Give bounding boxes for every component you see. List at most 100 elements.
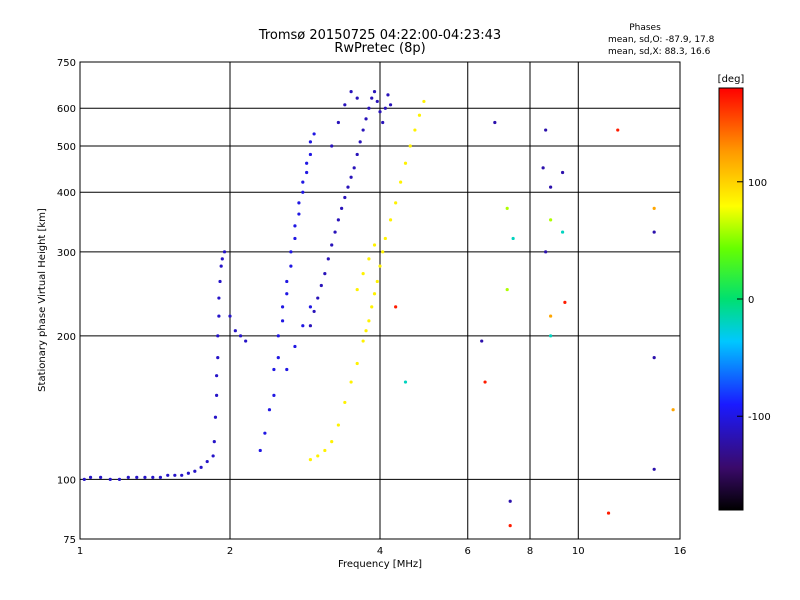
data-point <box>228 314 232 318</box>
x-tick-label: 2 <box>227 546 233 557</box>
data-point <box>361 339 365 343</box>
data-point <box>544 250 548 254</box>
data-point <box>383 106 387 110</box>
data-point <box>394 305 398 309</box>
data-point <box>216 356 220 360</box>
phases-mean-o: mean, sd,O: -87.9, 17.8 <box>608 35 715 45</box>
data-point <box>205 459 209 464</box>
data-point <box>355 287 359 292</box>
data-point <box>158 475 163 479</box>
y-tick-label: 750 <box>57 58 76 69</box>
data-point <box>336 218 340 222</box>
data-point <box>544 128 548 132</box>
data-point <box>355 361 359 366</box>
data-point <box>312 132 316 136</box>
data-point <box>652 356 656 360</box>
data-point <box>505 206 509 210</box>
colorbar-tick-label: -100 <box>748 412 771 423</box>
data-point <box>216 334 220 338</box>
data-point <box>280 319 285 323</box>
x-axis-label: Frequency [MHz] <box>338 559 422 570</box>
grid-lines <box>80 62 680 539</box>
data-point <box>285 279 289 284</box>
data-point <box>652 467 656 471</box>
y-tick-label: 100 <box>57 475 76 486</box>
scatter-points <box>82 90 675 528</box>
data-point <box>413 128 417 132</box>
data-point <box>549 218 553 222</box>
data-point <box>222 250 227 254</box>
data-point <box>217 314 221 318</box>
y-tick-label: 500 <box>57 142 76 153</box>
data-point <box>88 475 93 479</box>
data-point <box>280 305 285 309</box>
data-point <box>276 356 280 360</box>
y-axis-ticks: 75 100 200 300 400 500 600 750 <box>57 58 76 546</box>
data-point <box>386 93 390 97</box>
data-point <box>361 272 365 276</box>
data-point <box>343 400 347 405</box>
x-tick-label: 10 <box>572 546 585 557</box>
chart-subtitle: RwPretec (8p) <box>334 41 425 56</box>
data-point <box>151 475 155 479</box>
x-tick-label: 1 <box>77 546 83 557</box>
data-point <box>364 329 368 333</box>
data-point <box>308 305 313 309</box>
data-point <box>263 431 267 435</box>
phases-heading: Phases <box>629 23 661 33</box>
data-point <box>220 257 224 261</box>
data-point <box>508 524 512 528</box>
data-point <box>616 128 620 132</box>
data-point <box>316 296 320 300</box>
data-point <box>367 257 371 261</box>
data-point <box>143 475 147 479</box>
data-point <box>370 96 374 100</box>
data-point <box>272 393 276 398</box>
data-point <box>323 448 327 453</box>
y-tick-label: 400 <box>57 188 76 199</box>
data-point <box>563 300 567 305</box>
data-point <box>211 454 215 458</box>
data-point <box>293 344 297 349</box>
colorbar-unit-label: [deg] <box>718 74 745 85</box>
data-point <box>394 201 398 205</box>
colorbar-ticks: 100 0 -100 <box>737 178 771 423</box>
data-point <box>508 499 512 503</box>
data-point <box>343 103 347 107</box>
data-point <box>399 180 403 184</box>
chart-title: Tromsø 20150725 04:22:00-04:23:43 <box>258 28 501 43</box>
data-point <box>355 96 359 100</box>
data-point <box>340 206 344 210</box>
data-point <box>383 236 387 241</box>
data-point <box>361 128 365 132</box>
data-point <box>549 185 553 189</box>
data-point <box>297 201 301 205</box>
data-point <box>375 99 379 104</box>
data-point <box>108 477 112 482</box>
data-point <box>135 475 139 479</box>
data-point <box>511 236 515 241</box>
data-point <box>381 120 385 125</box>
x-tick-label: 8 <box>527 546 533 557</box>
data-point <box>213 415 218 419</box>
data-point <box>330 144 334 148</box>
data-point <box>349 380 353 384</box>
data-point <box>297 212 301 216</box>
data-point <box>560 230 565 234</box>
data-point <box>301 324 305 328</box>
colorbar-tick-label: 100 <box>748 178 767 189</box>
data-point <box>301 180 305 184</box>
data-point <box>180 473 184 477</box>
data-point <box>326 257 330 261</box>
data-point <box>301 190 305 194</box>
data-point <box>483 380 487 384</box>
data-point <box>267 408 272 412</box>
data-point <box>308 458 313 462</box>
data-point <box>336 423 340 427</box>
data-point <box>367 106 371 110</box>
data-point <box>215 393 219 398</box>
data-point <box>381 250 385 254</box>
data-point <box>166 473 170 477</box>
data-point <box>336 120 340 125</box>
